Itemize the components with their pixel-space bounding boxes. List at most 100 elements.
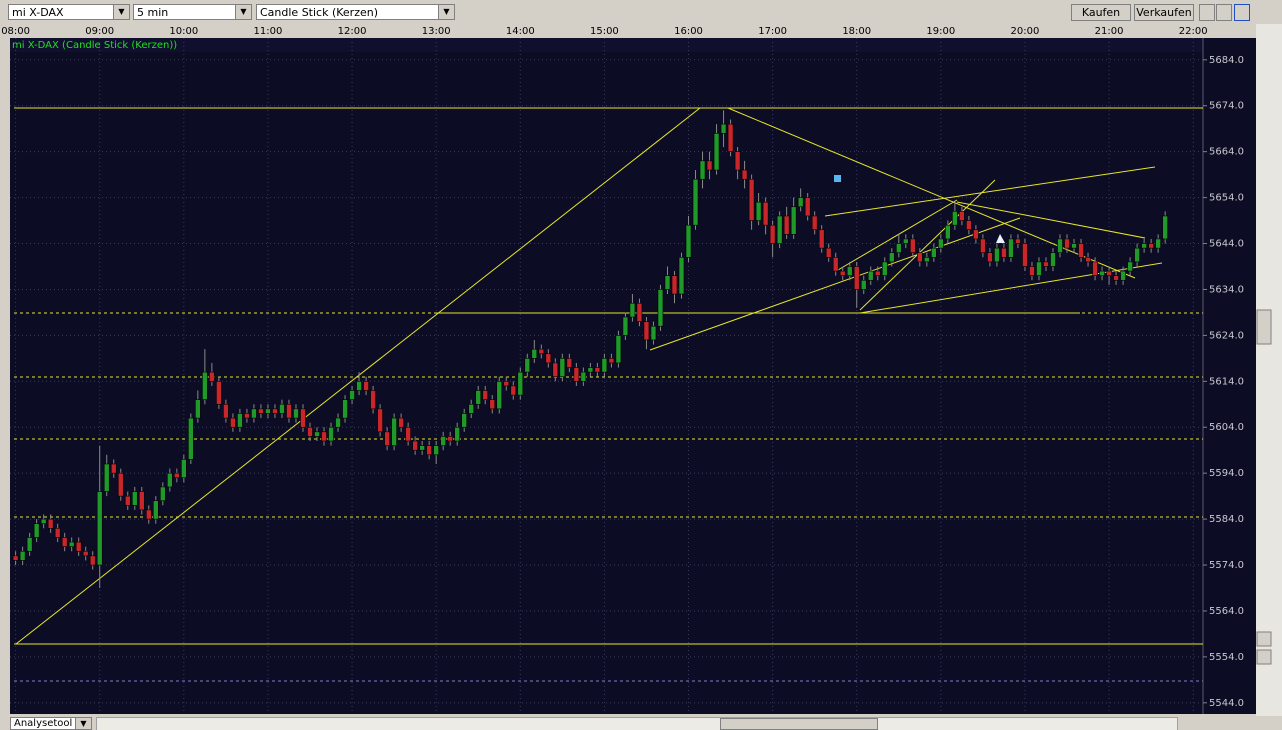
- candle-body: [1134, 247, 1140, 263]
- candle-body: [475, 390, 482, 405]
- trend-lines: [14, 107, 1203, 682]
- candle-body: [1008, 238, 1014, 258]
- y-tick-label: 5614.0: [1209, 376, 1244, 387]
- trend-line: [824, 166, 1156, 217]
- candle-body: [68, 541, 75, 547]
- candle-body: [216, 381, 222, 405]
- y-tick-label: 5544.0: [1209, 698, 1244, 709]
- time-axis-band: [0, 24, 1282, 38]
- candle-body: [917, 252, 923, 263]
- candle-body: [356, 381, 362, 391]
- candle-body: [1162, 215, 1168, 240]
- tool: Analysetool: [14, 718, 73, 729]
- candle-body: [1022, 243, 1028, 267]
- dropdown-arrow[interactable]: ▼: [235, 5, 251, 19]
- candle-body: [678, 257, 685, 295]
- candles: [12, 110, 1168, 588]
- window-button[interactable]: [1234, 4, 1250, 21]
- zoom-out-button[interactable]: [1256, 649, 1272, 665]
- candle-body: [524, 358, 531, 373]
- x-tick-label: 09:00: [85, 26, 114, 37]
- style-select[interactable]: Candle Stick (Kerzen) ▼: [256, 4, 455, 20]
- x-tick-label: 18:00: [842, 26, 871, 37]
- zoom-in-button[interactable]: [1256, 631, 1272, 647]
- dropdown-arrow[interactable]: ▼: [75, 718, 91, 729]
- dropdown-arrow[interactable]: ▼: [438, 5, 454, 19]
- candle-body: [706, 160, 713, 171]
- candle-body: [503, 381, 510, 387]
- candle-body: [580, 371, 587, 382]
- candle-body: [300, 408, 306, 428]
- candle-body: [1050, 252, 1056, 267]
- candle-body: [314, 431, 320, 437]
- candle-body: [230, 417, 236, 428]
- tool-button[interactable]: [1199, 4, 1215, 21]
- scrollbar[interactable]: [1256, 24, 1282, 716]
- candle-body: [110, 463, 117, 474]
- candle-body: [1106, 270, 1112, 276]
- interval-select[interactable]: 5 min ▼: [133, 4, 252, 20]
- x-tick-label: 17:00: [758, 26, 787, 37]
- y-tick-label: 5554.0: [1209, 652, 1244, 663]
- candle-body: [223, 403, 229, 419]
- candle-body: [279, 403, 285, 414]
- candle-body: [531, 348, 538, 359]
- grid: [10, 38, 1207, 712]
- candle-body: [419, 445, 425, 451]
- candle-body: [980, 238, 986, 254]
- candle-body: [54, 527, 61, 538]
- candle-body: [860, 279, 867, 290]
- candle-body: [832, 257, 839, 272]
- buy-button[interactable]: Kaufen: [1071, 4, 1131, 21]
- candle-body: [335, 417, 341, 428]
- candle-body: [258, 408, 264, 414]
- candle-body: [931, 247, 937, 258]
- trend-line: [649, 217, 1021, 351]
- y-tick-label: 5584.0: [1209, 514, 1244, 525]
- candle-body: [1155, 238, 1161, 249]
- candle-body: [818, 229, 825, 249]
- dropdown-arrow[interactable]: ▼: [113, 5, 129, 19]
- candle-body: [237, 413, 243, 428]
- instrument-select[interactable]: mi X-DAX ▼: [8, 4, 130, 20]
- candle-body: [938, 238, 944, 249]
- candle-body: [342, 399, 348, 419]
- tool-select[interactable]: Analysetool ▼: [10, 717, 92, 730]
- candle-body: [741, 169, 748, 180]
- candle-body: [1015, 238, 1021, 244]
- candle-body: [412, 440, 418, 451]
- candle-body: [454, 426, 460, 442]
- candle-body: [790, 206, 797, 235]
- x-tick-label: 21:00: [1095, 26, 1124, 37]
- candle-body: [363, 381, 369, 391]
- candle-body: [307, 426, 313, 437]
- trend-line: [837, 199, 958, 271]
- candle-body: [966, 220, 972, 231]
- scroll-thumb[interactable]: [1256, 309, 1272, 345]
- tool-button[interactable]: [1216, 4, 1232, 21]
- candle-body: [124, 495, 131, 506]
- candle-body: [881, 261, 888, 276]
- candle-body: [117, 472, 124, 497]
- x-tick-label: 15:00: [590, 26, 619, 37]
- trend-line: [15, 107, 701, 645]
- candle-body: [1113, 275, 1119, 281]
- horizontal-scrollbar[interactable]: [96, 717, 1178, 730]
- y-tick-label: 5574.0: [1209, 560, 1244, 571]
- candle-body: [349, 390, 355, 400]
- candle-body: [496, 381, 503, 410]
- candle-body: [244, 413, 250, 419]
- candle-body: [846, 266, 853, 276]
- chart-title: mi X-DAX (Candle Stick (Kerzen)): [12, 40, 177, 51]
- candle-body: [811, 215, 818, 231]
- sell-button[interactable]: Verkaufen: [1134, 4, 1194, 21]
- candle-body: [517, 371, 524, 396]
- scroll-thumb[interactable]: [720, 718, 878, 730]
- candle-body: [89, 555, 96, 566]
- candle-body: [734, 151, 741, 171]
- candle-body: [1036, 261, 1042, 276]
- candle-body: [447, 436, 453, 442]
- candle-body: [131, 491, 138, 506]
